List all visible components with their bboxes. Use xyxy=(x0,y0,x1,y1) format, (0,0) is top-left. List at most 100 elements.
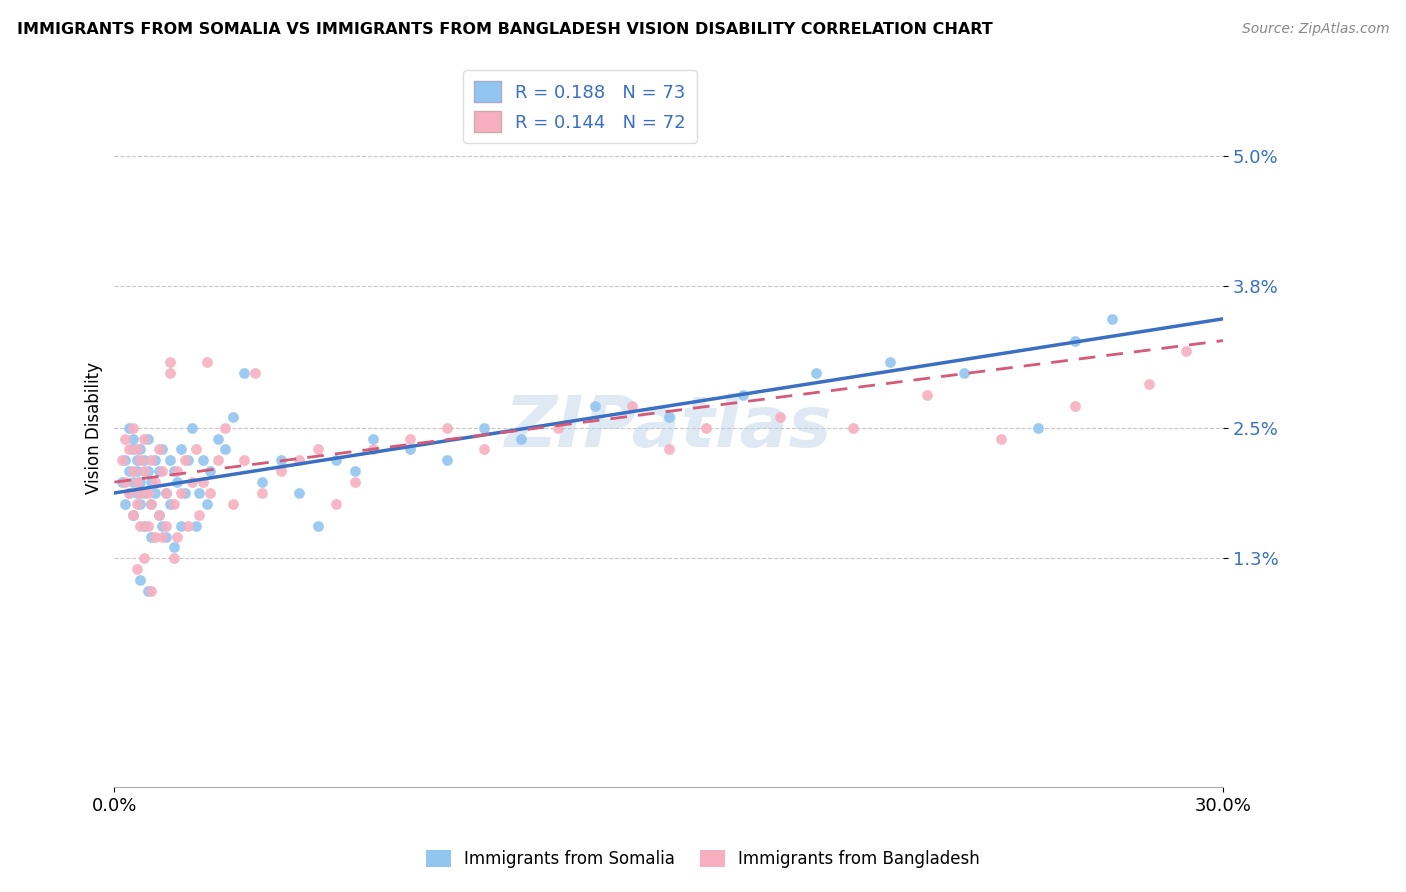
Point xyxy=(129,453,152,467)
Point xyxy=(141,529,163,543)
Point xyxy=(152,529,174,543)
Point xyxy=(917,388,939,402)
Point xyxy=(1026,420,1049,434)
Point xyxy=(143,486,166,500)
Point xyxy=(118,486,141,500)
Point xyxy=(472,442,495,457)
Point xyxy=(195,355,218,369)
Point xyxy=(658,409,681,424)
Point xyxy=(177,518,200,533)
Point xyxy=(221,497,243,511)
Point xyxy=(136,583,159,598)
Point xyxy=(152,518,174,533)
Text: IMMIGRANTS FROM SOMALIA VS IMMIGRANTS FROM BANGLADESH VISION DISABILITY CORRELAT: IMMIGRANTS FROM SOMALIA VS IMMIGRANTS FR… xyxy=(17,22,993,37)
Point xyxy=(155,518,177,533)
Point xyxy=(118,464,141,478)
Point xyxy=(129,518,152,533)
Point xyxy=(132,551,155,566)
Point xyxy=(879,355,901,369)
Point xyxy=(122,508,145,522)
Point xyxy=(436,453,458,467)
Point xyxy=(170,486,193,500)
Point xyxy=(990,432,1012,446)
Point xyxy=(122,475,145,489)
Point xyxy=(325,497,347,511)
Point xyxy=(547,420,569,434)
Point xyxy=(122,432,145,446)
Point xyxy=(361,442,384,457)
Point xyxy=(1137,377,1160,392)
Legend: R = 0.188   N = 73, R = 0.144   N = 72: R = 0.188 N = 73, R = 0.144 N = 72 xyxy=(463,70,697,143)
Point xyxy=(132,486,155,500)
Point xyxy=(243,366,266,380)
Point xyxy=(129,573,152,587)
Point xyxy=(129,442,152,457)
Point xyxy=(195,497,218,511)
Point xyxy=(125,486,148,500)
Point xyxy=(207,453,229,467)
Point xyxy=(343,475,366,489)
Point xyxy=(1064,334,1087,348)
Point xyxy=(129,475,152,489)
Point xyxy=(166,529,188,543)
Point xyxy=(658,442,681,457)
Point xyxy=(141,475,163,489)
Point xyxy=(132,464,155,478)
Point xyxy=(842,420,865,434)
Point xyxy=(184,442,207,457)
Point xyxy=(620,399,643,413)
Point xyxy=(200,486,222,500)
Point xyxy=(118,442,141,457)
Point xyxy=(125,464,148,478)
Point xyxy=(159,497,181,511)
Point xyxy=(177,453,200,467)
Point xyxy=(1064,399,1087,413)
Point xyxy=(250,486,273,500)
Point xyxy=(141,497,163,511)
Point xyxy=(114,497,136,511)
Point xyxy=(399,442,422,457)
Point xyxy=(509,432,531,446)
Point xyxy=(159,366,181,380)
Point xyxy=(155,486,177,500)
Point xyxy=(152,464,174,478)
Point xyxy=(250,475,273,489)
Point xyxy=(129,497,152,511)
Point xyxy=(343,464,366,478)
Point xyxy=(207,432,229,446)
Point xyxy=(143,475,166,489)
Point xyxy=(132,453,155,467)
Point xyxy=(806,366,828,380)
Point xyxy=(170,518,193,533)
Point xyxy=(270,464,292,478)
Point xyxy=(472,420,495,434)
Point xyxy=(173,486,195,500)
Point xyxy=(141,583,163,598)
Point xyxy=(191,453,214,467)
Point xyxy=(125,453,148,467)
Point xyxy=(1175,344,1198,359)
Point xyxy=(129,486,152,500)
Point xyxy=(143,453,166,467)
Point xyxy=(159,453,181,467)
Point xyxy=(111,475,134,489)
Point xyxy=(307,518,329,533)
Point xyxy=(953,366,976,380)
Point xyxy=(191,475,214,489)
Point xyxy=(122,464,145,478)
Point xyxy=(583,399,606,413)
Point xyxy=(125,475,148,489)
Point xyxy=(132,432,155,446)
Point xyxy=(122,420,145,434)
Point xyxy=(111,453,134,467)
Point xyxy=(307,442,329,457)
Point xyxy=(122,508,145,522)
Point xyxy=(325,453,347,467)
Point xyxy=(188,508,211,522)
Point xyxy=(136,486,159,500)
Text: ZIPatlas: ZIPatlas xyxy=(505,393,832,462)
Point xyxy=(361,432,384,446)
Point xyxy=(173,453,195,467)
Point xyxy=(288,453,311,467)
Point xyxy=(270,453,292,467)
